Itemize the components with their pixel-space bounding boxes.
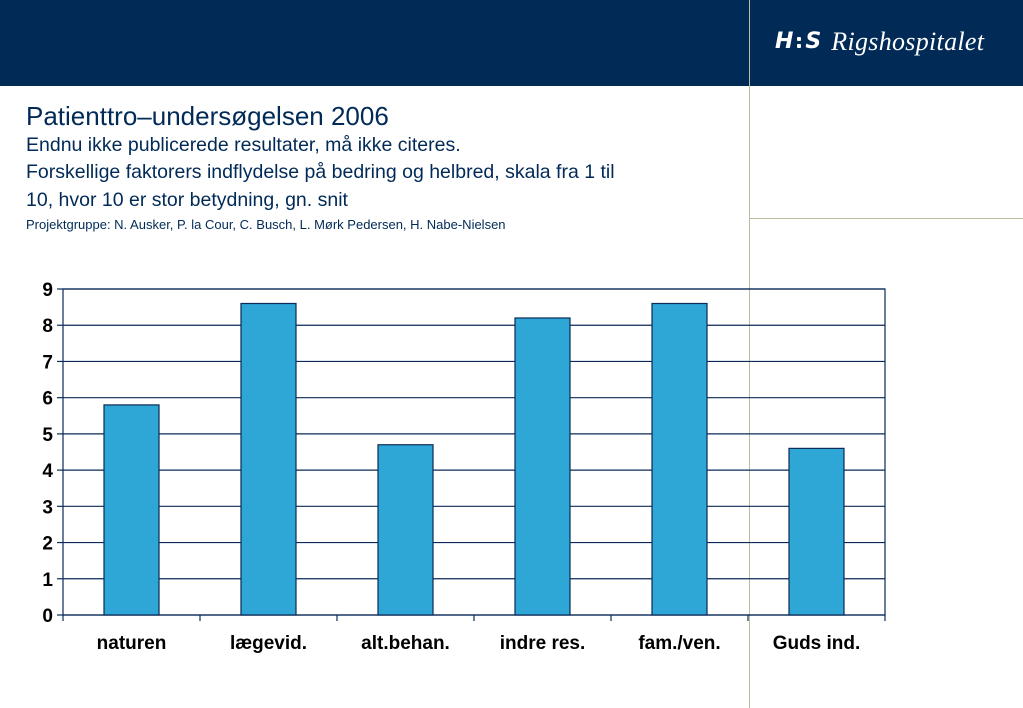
bar <box>651 302 708 616</box>
y-tick-label: 2 <box>42 534 53 555</box>
logo-letter-h: H <box>775 29 794 54</box>
x-category-label: indre res. <box>500 633 586 654</box>
bar-chart: 0 1 2 3 4 5 6 7 8 9 naturen lægevid. alt.behan. indre… <box>42 280 886 654</box>
hs-logo-mark: H S <box>775 31 821 53</box>
plot-frame <box>62 288 886 616</box>
x-category-label: lægevid. <box>230 633 307 654</box>
bar <box>103 404 160 616</box>
y-tick-label: 8 <box>42 316 53 337</box>
y-tick-label: 5 <box>42 425 53 446</box>
header-band <box>0 0 1023 86</box>
logo-letter-s: S <box>805 29 822 54</box>
y-tick-label: 9 <box>42 280 53 301</box>
hospital-logo: H S Rigshospitalet <box>775 22 984 62</box>
bar <box>377 444 434 616</box>
page-title: Patienttro–undersøgelsen 2006 <box>26 101 389 131</box>
horizontal-divider <box>749 218 1023 219</box>
project-group: Projektgruppe: N. Ausker, P. la Cour, C.… <box>26 217 506 232</box>
description-line-2: 10, hvor 10 er stor betydning, gn. snit <box>26 189 348 211</box>
x-category-label: Guds ind. <box>773 633 861 654</box>
vertical-divider <box>749 0 750 708</box>
title-block: Patienttro–undersøgelsen 2006 Endnu ikke… <box>26 100 746 234</box>
x-category-label: alt.behan. <box>361 633 450 654</box>
logo-dots-icon <box>797 36 802 48</box>
x-category-label: naturen <box>97 633 167 654</box>
subtitle: Endnu ikke publicerede resultater, må ik… <box>26 134 461 156</box>
y-tick-label: 3 <box>42 497 53 518</box>
bar <box>514 317 571 616</box>
x-category-label: fam./ven. <box>638 633 720 654</box>
y-tick-label: 4 <box>42 461 53 482</box>
y-tick-label: 0 <box>42 606 53 627</box>
description-line-1: Forskellige faktorers indflydelse på bed… <box>26 161 615 183</box>
y-tick-label: 6 <box>42 389 53 410</box>
bar <box>240 302 297 616</box>
y-tick-label: 7 <box>42 352 53 373</box>
bar <box>788 447 845 616</box>
logo-name: Rigshospitalet <box>831 27 985 56</box>
y-tick-label: 1 <box>42 570 53 591</box>
